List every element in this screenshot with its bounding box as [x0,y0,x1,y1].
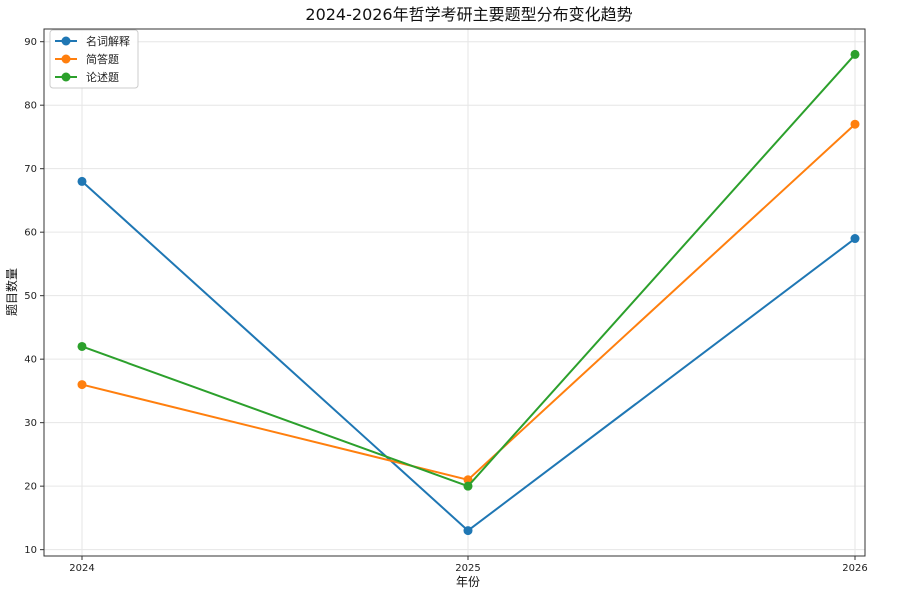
data-point [77,341,87,351]
series-2 [77,49,860,491]
y-tick-label: 90 [24,37,37,48]
y-tick-label: 70 [24,164,37,175]
legend-label: 论述题 [86,70,119,84]
data-point [850,119,860,129]
x-tick-label: 2026 [842,563,867,574]
data-point [463,475,473,485]
y-axis-title: 题目数量 [4,268,19,316]
x-axis: 2024 2025 2026 [69,556,868,574]
legend-box [49,29,139,89]
y-tick-label: 50 [24,291,37,302]
y-tick-label: 40 [24,355,37,366]
series-1 [77,119,860,485]
legend-swatch-marker [61,54,71,64]
data-point [77,176,87,186]
data-point [463,481,473,491]
legend-label: 简答题 [86,52,119,66]
legend-item: 论述题 [55,70,119,84]
data-point [463,526,473,536]
x-tick-label: 2025 [455,563,480,574]
y-tick-label: 60 [24,228,37,239]
legend-item: 名词解释 [55,34,130,48]
plot-frame [43,28,866,557]
data-point [850,49,860,59]
legend-item: 简答题 [55,52,119,66]
data-point [850,234,860,244]
y-tick-label: 20 [24,482,37,493]
data-point [77,380,87,390]
series-0 [77,176,860,536]
chart-title: 2024-2026年哲学考研主要题型分布变化趋势 [305,5,632,24]
x-axis-title: 年份 [456,575,480,589]
y-tick-label: 30 [24,418,37,429]
grid [44,29,865,556]
legend-label: 名词解释 [86,34,130,48]
x-tick-label: 2024 [69,563,94,574]
series-layer [77,49,860,536]
y-tick-label: 80 [24,101,37,112]
y-axis: 10 20 30 40 50 60 70 80 90 [24,37,44,556]
legend-swatch-marker [61,72,71,82]
y-tick-label: 10 [24,545,37,556]
legend-swatch-marker [61,36,71,46]
